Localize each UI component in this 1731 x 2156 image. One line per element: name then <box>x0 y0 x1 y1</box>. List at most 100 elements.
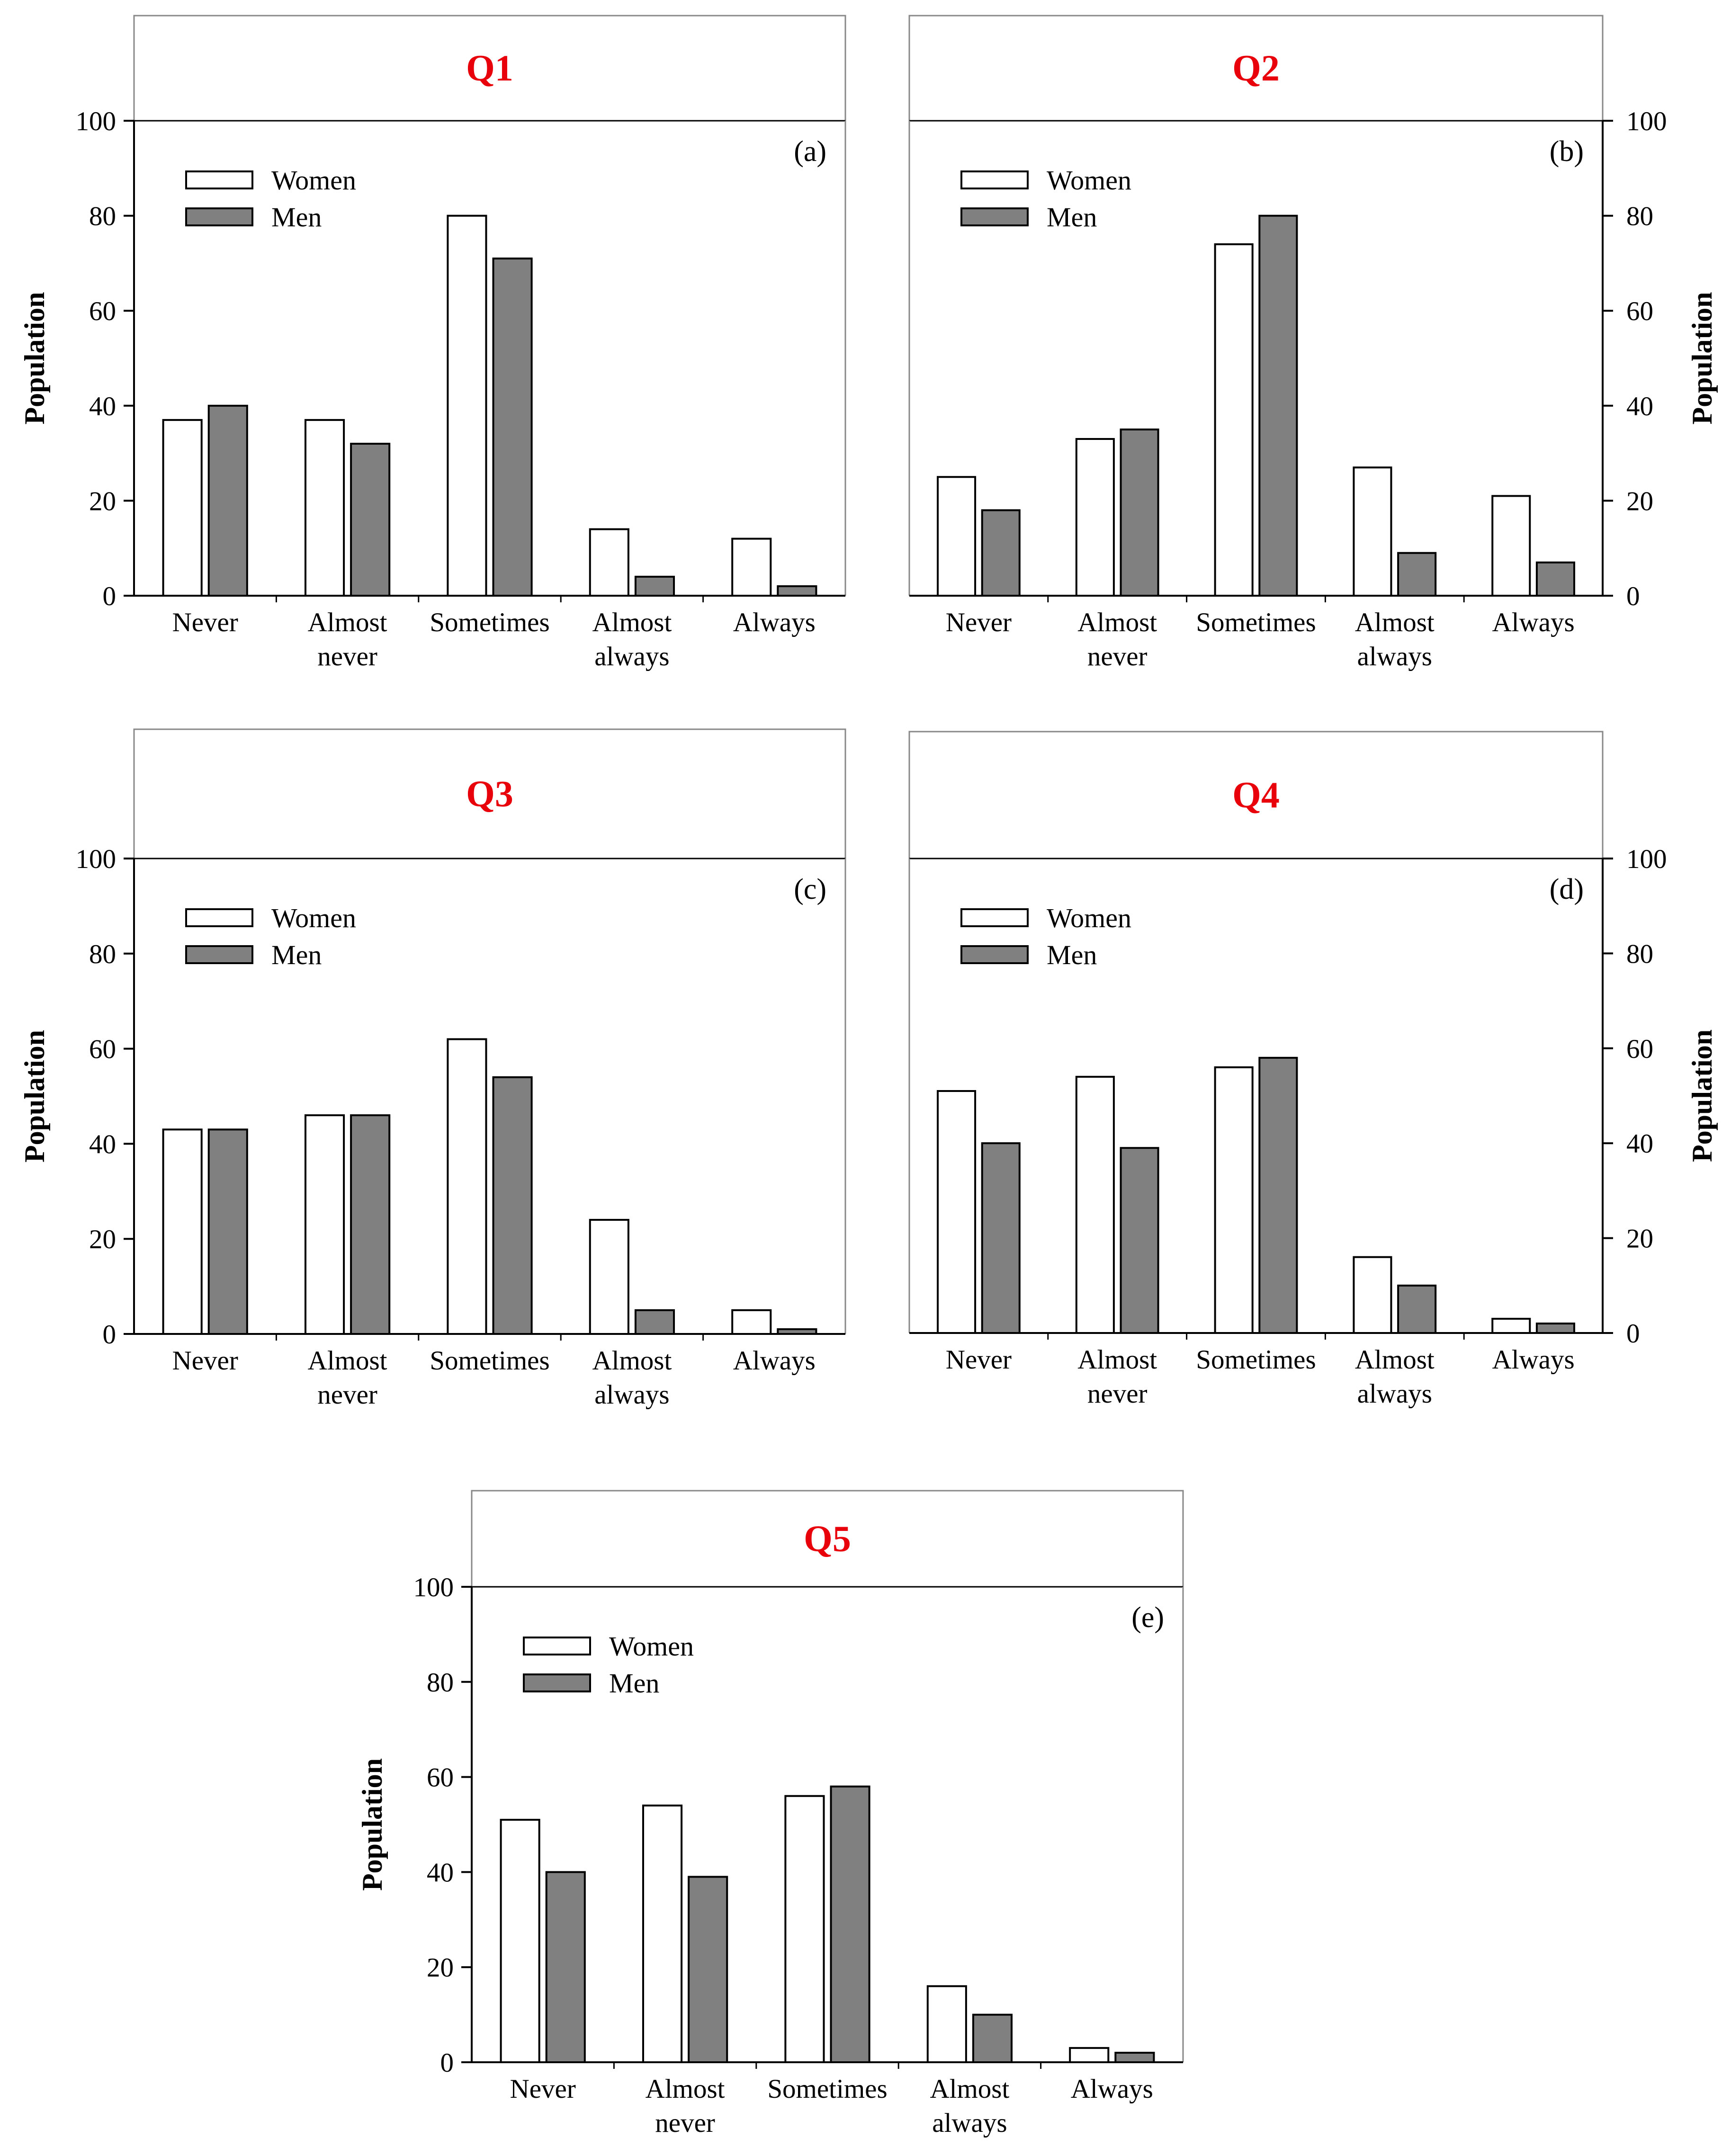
legend-label-women: Women <box>271 165 356 196</box>
x-category-label: Always <box>733 608 816 637</box>
x-category-label: never <box>317 1380 377 1410</box>
bar-women <box>1491 1317 1531 1334</box>
x-category-label: Never <box>946 1345 1012 1375</box>
x-category-label: always <box>1357 642 1432 671</box>
bar-women <box>500 1818 540 2063</box>
legend-swatch-men <box>960 207 1029 226</box>
y-tick-label: 100 <box>413 1573 454 1602</box>
bar-men <box>688 1876 728 2063</box>
panel-letter: (b) <box>1550 135 1584 168</box>
x-category-label: Always <box>1071 2074 1153 2104</box>
x-category-label: always <box>594 642 669 671</box>
legend-label-women: Women <box>1047 903 1131 933</box>
chart-title: Q4 <box>1232 774 1280 815</box>
y-axis-label: Population <box>357 1758 388 1891</box>
legend-swatch-women <box>960 908 1029 927</box>
bar-men <box>972 2013 1013 2064</box>
x-category-label: Almost <box>308 1346 387 1376</box>
legend-label-women: Women <box>271 903 356 933</box>
y-tick-label: 20 <box>1626 486 1653 516</box>
bar-men <box>777 585 817 597</box>
chart-title: Q3 <box>466 773 513 814</box>
bar-men <box>492 1076 533 1335</box>
bar-women <box>1075 438 1115 597</box>
x-category-label: Sometimes <box>1196 608 1316 637</box>
y-tick-label: 80 <box>1626 202 1653 232</box>
panel-letter: (a) <box>794 135 826 168</box>
y-tick-label: 80 <box>1626 939 1653 969</box>
x-category-label: Almost <box>646 2074 725 2104</box>
bar-women <box>937 1090 977 1334</box>
x-category-label: Almost <box>1355 1345 1435 1375</box>
y-tick-label: 60 <box>1626 296 1653 326</box>
bar-men <box>207 404 248 597</box>
legend-label-men: Men <box>1047 939 1097 970</box>
legend-swatch-women <box>185 908 253 927</box>
y-tick-label: 60 <box>427 1763 454 1793</box>
bar-men <box>1535 1322 1575 1334</box>
chart-panel-3: Q3 0 20 40 60 80 100 Population (c) Never Almost ne… <box>19 728 846 1410</box>
x-category-label: never <box>655 2108 715 2138</box>
panel-letter: (d) <box>1550 873 1584 905</box>
x-category-label: Almost <box>592 608 672 637</box>
y-tick-label: 0 <box>1626 1319 1640 1349</box>
x-category-label: Never <box>172 1346 238 1376</box>
bar-men <box>350 443 391 597</box>
bar-women <box>1075 1075 1115 1334</box>
x-category-label: always <box>1357 1379 1432 1409</box>
panel-letter: (e) <box>1131 1601 1164 1634</box>
bar-men <box>1258 215 1298 597</box>
bar-women <box>784 1795 825 2063</box>
legend-label-men: Men <box>271 939 322 970</box>
x-category-label: never <box>1087 1379 1148 1409</box>
panel-letter: (c) <box>794 873 826 905</box>
bar-men <box>634 575 675 597</box>
bar-women <box>1214 1066 1254 1334</box>
legend-swatch-men <box>185 207 253 226</box>
y-tick-label: 100 <box>76 107 117 136</box>
bar-women <box>162 1128 203 1335</box>
x-category-label: Sometimes <box>430 1346 549 1376</box>
x-category-label: Never <box>946 608 1012 637</box>
bar-women <box>731 537 772 597</box>
bar-men <box>492 257 533 597</box>
legend-label-women: Women <box>609 1631 694 1662</box>
y-tick-label: 40 <box>1626 1129 1653 1159</box>
y-tick-label: 40 <box>427 1858 454 1888</box>
bar-men <box>1535 561 1575 597</box>
y-tick-label: 60 <box>89 1035 116 1065</box>
x-category-label: Sometimes <box>767 2074 887 2104</box>
bar-women <box>642 1804 683 2064</box>
y-tick-label: 60 <box>89 296 116 326</box>
legend-swatch-men <box>960 945 1029 964</box>
bar-men <box>1120 1147 1159 1334</box>
bar-women <box>937 476 977 597</box>
bar-women <box>162 419 203 597</box>
x-category-label: never <box>317 642 377 671</box>
bar-men <box>1397 1284 1437 1334</box>
y-tick-label: 60 <box>1626 1034 1653 1064</box>
legend-swatch-men <box>185 945 253 964</box>
bar-women <box>1353 1256 1392 1334</box>
x-category-label: Almost <box>1077 1345 1157 1375</box>
bar-men <box>1397 552 1437 597</box>
chart-panel-5: Q5 0 20 40 60 80 100 Population (e) Never Almost ne… <box>357 1490 1184 2138</box>
bar-men <box>830 1785 870 2063</box>
y-axis-label: Population <box>19 292 50 424</box>
bar-women <box>304 419 345 597</box>
y-tick-label: 80 <box>427 1668 454 1698</box>
bar-men <box>634 1309 675 1335</box>
legend-label-men: Men <box>271 202 322 233</box>
bar-men <box>1120 428 1159 597</box>
y-tick-label: 20 <box>89 486 116 516</box>
legend-swatch-men <box>523 1673 591 1692</box>
bar-men <box>1258 1056 1298 1334</box>
x-category-label: Sometimes <box>1196 1345 1316 1375</box>
y-tick-label: 100 <box>76 844 117 874</box>
x-category-label: always <box>932 2108 1007 2138</box>
bar-women <box>304 1114 345 1335</box>
bar-women <box>1069 2047 1110 2063</box>
bar-women <box>731 1309 772 1335</box>
y-axis-label: Population <box>19 1030 50 1163</box>
legend-label-men: Men <box>1047 202 1097 233</box>
